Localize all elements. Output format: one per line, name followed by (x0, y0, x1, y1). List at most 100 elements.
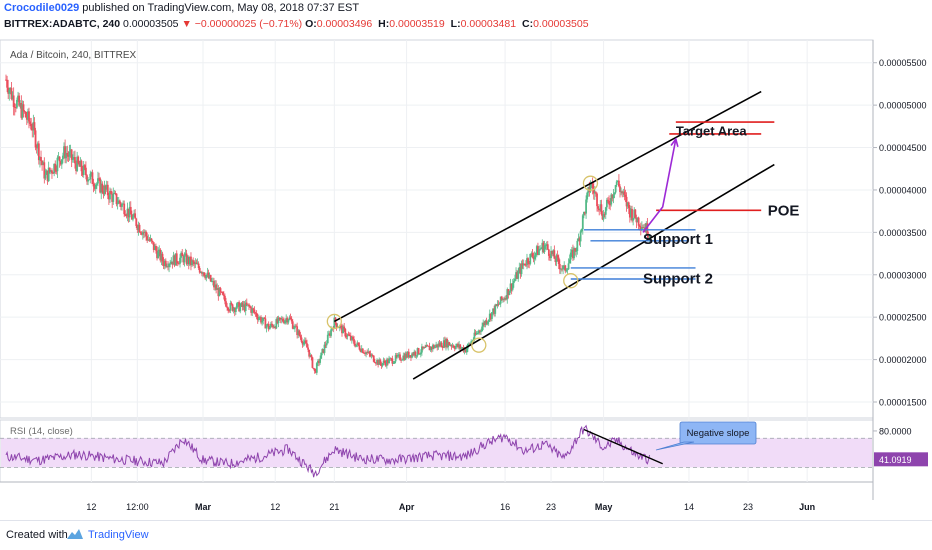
candle-body (400, 359, 403, 361)
candle-body (193, 261, 196, 265)
low-label: L: (450, 18, 461, 30)
candle-body (405, 353, 408, 358)
candle-body (492, 308, 494, 313)
candle-body (98, 178, 100, 180)
candle-body (621, 191, 624, 194)
candle-body (603, 213, 606, 215)
candle-body (271, 323, 273, 326)
candle-body (610, 194, 613, 205)
candle-body (501, 298, 504, 300)
candle-body (310, 354, 313, 358)
candle-body (580, 229, 583, 232)
candle-body (300, 337, 303, 342)
candle-body (344, 328, 347, 337)
candle-body (6, 79, 8, 88)
chart-area[interactable]: 0.00005500 0.00005000 0.00004500 0.00004000… (0, 38, 932, 520)
candle-body (395, 355, 398, 357)
candle-body (482, 322, 485, 327)
high-label: H: (378, 18, 390, 30)
price-tick-label: 0.00003000 (879, 270, 927, 280)
candle-body (441, 347, 444, 349)
candle-body (128, 206, 131, 218)
candle-body (592, 188, 595, 194)
candle-body (593, 192, 596, 194)
candle-body (251, 308, 254, 313)
candle-body (190, 256, 192, 265)
candle-body (349, 335, 352, 341)
candle-body (57, 156, 60, 158)
candle-body (322, 349, 325, 353)
candle-body (391, 358, 394, 364)
author-name[interactable]: Crocodile0029 (4, 2, 80, 14)
candle-body (249, 306, 251, 308)
candle-body (333, 317, 336, 329)
candle-body (412, 353, 415, 356)
candle-body (206, 272, 209, 275)
candle-body (288, 317, 291, 320)
candle-body (411, 353, 413, 358)
candle-body (192, 260, 195, 262)
candle-body (12, 95, 15, 108)
candle-body (399, 354, 401, 360)
candle-body (613, 192, 616, 195)
candle-body (124, 214, 127, 216)
candle-body (372, 355, 375, 362)
candle-body (170, 261, 173, 264)
candle-body (364, 353, 366, 354)
candle-body (43, 162, 46, 179)
chart-canvas[interactable]: 0.00005500 0.00005000 0.00004500 0.00004000… (0, 38, 932, 520)
target-area-label: Target Area (676, 124, 748, 139)
candle-body (205, 274, 208, 279)
candle-body (53, 163, 56, 174)
candle-body (112, 193, 115, 202)
candle-body (51, 170, 53, 174)
candle-body (145, 231, 147, 237)
candle-body (219, 288, 222, 292)
tradingview-logo-icon[interactable] (66, 527, 84, 541)
candle-body (23, 111, 26, 113)
candle-body (81, 171, 84, 175)
candle-body (101, 183, 104, 192)
candle-body (640, 227, 643, 230)
candle-body (195, 262, 198, 265)
candle-body (484, 320, 487, 326)
candle-body (437, 343, 440, 348)
candle-body (279, 317, 282, 320)
candle-body (304, 340, 307, 344)
candle-body (297, 330, 300, 336)
price-change: ▼ −0.00000025 (−0.71%) (181, 18, 303, 30)
candle-body (232, 308, 235, 311)
candle-body (549, 255, 551, 259)
candle-body (481, 326, 484, 332)
candle-body (347, 334, 350, 336)
candle-body (167, 266, 169, 268)
candle-body (439, 342, 442, 346)
candle-body (628, 208, 631, 218)
candle-body (246, 304, 249, 306)
time-tick-label: 23 (546, 502, 556, 512)
touch-point-circle (563, 273, 579, 289)
candle-body (303, 340, 306, 343)
candle-body (75, 163, 77, 171)
candle-body (273, 326, 276, 328)
candle-body (11, 95, 14, 100)
candle-body (120, 203, 122, 207)
tradingview-brand[interactable]: TradingView (88, 529, 149, 541)
candle-body (151, 240, 154, 243)
chart-title: Ada / Bitcoin, 240, BITTREX (10, 50, 136, 61)
candle-body (130, 214, 133, 220)
candle-body (48, 167, 51, 172)
candle-body (483, 322, 486, 326)
candle-body (256, 316, 259, 320)
candle-body (338, 325, 341, 329)
candle-body (139, 232, 142, 234)
candle-body (528, 263, 531, 265)
touch-point-circle (326, 313, 342, 330)
candle-body (373, 361, 376, 363)
candle-body (424, 347, 427, 348)
candle-body (529, 253, 532, 264)
candle-body (394, 355, 397, 362)
candle-body (631, 208, 633, 221)
candle-body (595, 192, 597, 194)
candle-body (600, 204, 603, 215)
